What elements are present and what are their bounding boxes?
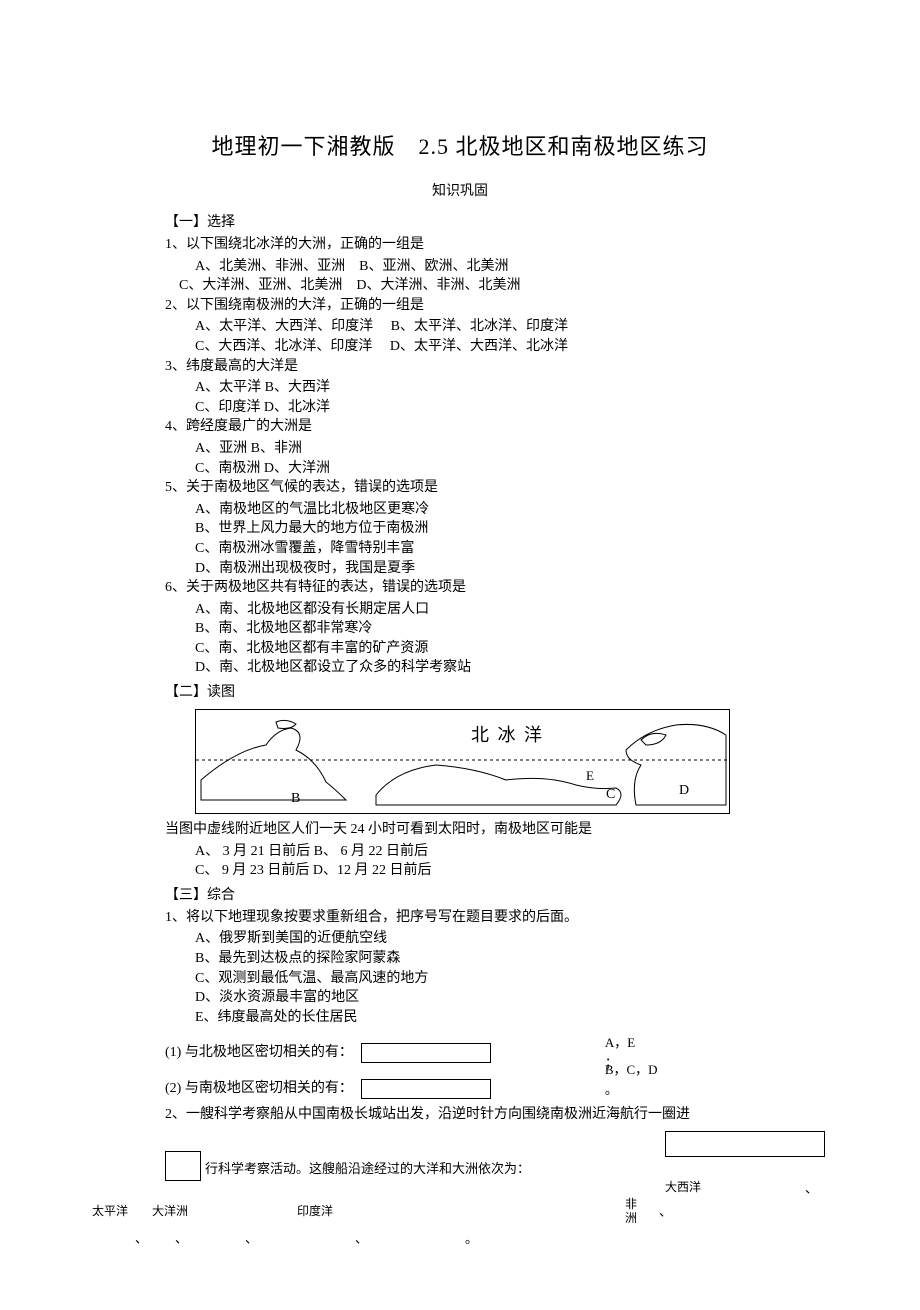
blank-box[interactable]: [165, 1151, 201, 1181]
q3-stem: 3、纬度最高的大洋是: [165, 357, 755, 377]
sep-period: 。: [605, 1082, 618, 1097]
q5-opt-b: B、世界上风力最大的地方位于南极洲: [165, 519, 755, 539]
s3q2-flow: 行科学考察活动。这艘船沿途经过的大洋和大洲依次为： 大西洋 、 太平洋 大洋洲 …: [165, 1131, 755, 1250]
map-letter-e: E: [586, 766, 596, 786]
q4-stem: 4、跨经度最广的大洲是: [165, 417, 755, 437]
punct: 、: [805, 1177, 845, 1200]
q2-opts-cd: C、大西洋、北冰洋、印度洋 D、太平洋、大西洋、北冰洋: [165, 337, 755, 357]
q6-opt-a: A、南、北极地区都没有长期定居人口: [165, 600, 755, 620]
ans-feizhou: 非洲: [625, 1198, 639, 1224]
blank-box[interactable]: [665, 1131, 825, 1157]
s3q1-opt-c: C、观测到最低气温、最高风速的地方: [165, 969, 755, 989]
punct: 。: [465, 1227, 505, 1250]
page-title: 地理初一下湘教版 2.5 北极地区和南极地区练习: [165, 130, 755, 163]
s3q1-stem: 1、将以下地理现象按要求重新组合，把序号写在题目要求的后面。: [165, 908, 755, 928]
q5-opt-c: C、南极洲冰雪覆盖，降雪特别丰富: [165, 539, 755, 559]
ans-bcd: B，C，D: [605, 1062, 658, 1077]
q6-opt-d: D、南、北极地区都设立了众多的科学考察站: [165, 658, 755, 678]
s3q1-opt-b: B、最先到达极点的探险家阿蒙森: [165, 949, 755, 969]
q2-opts-ab: A、太平洋、大西洋、印度洋 B、太平洋、北冰洋、印度洋: [165, 317, 755, 337]
q4-opts-cd: C、南极洲 D、大洋洲: [165, 459, 755, 479]
s3q1-sub2-answer: B，C，D 。: [495, 1060, 755, 1099]
s3q1-sub1-label: (1) 与北极地区密切相关的有：: [165, 1042, 357, 1063]
page-subtitle: 知识巩固: [165, 181, 755, 202]
s2-stem: 当图中虚线附近地区人们一天 24 小时可看到太阳时，南极地区可能是: [165, 820, 755, 840]
q3-opts-cd: C、印度洋 D、北冰洋: [165, 398, 755, 418]
s3q1-opt-d: D、淡水资源最丰富的地区: [165, 988, 755, 1008]
q2-stem: 2、以下围绕南极洲的大洋，正确的一组是: [165, 296, 755, 316]
s3q1-sub2-row: (2) 与南极地区密切相关的有： B，C，D 。: [165, 1078, 755, 1099]
arctic-map: 北 冰 洋 B E C D: [195, 709, 730, 814]
q5-opt-a: A、南极地区的气温比北极地区更寒冷: [165, 500, 755, 520]
punct: 、: [175, 1227, 245, 1250]
map-label-arctic: 北 冰 洋: [471, 722, 544, 749]
s3q1-opt-a: A、俄罗斯到美国的近便航空线: [165, 929, 755, 949]
section-2-head: 【二】读图: [165, 682, 755, 703]
q6-stem: 6、关于两极地区共有特征的表达，错误的选项是: [165, 578, 755, 598]
s3q1-opt-e: E、纬度最高处的长住居民: [165, 1008, 755, 1028]
q4-opts-ab: A、亚洲 B、非洲: [165, 439, 755, 459]
punct: 、: [245, 1227, 355, 1250]
punct: 、: [659, 1200, 699, 1223]
section-3-head: 【三】综合: [165, 885, 755, 906]
map-letter-c: C: [606, 784, 617, 805]
ans-dayang: 大洋洲: [135, 1201, 205, 1223]
punct: 、: [135, 1227, 175, 1250]
punct: 、: [355, 1227, 465, 1250]
s3q2-stem: 2、一艘科学考察船从中国南极长城站出发，沿逆时针方向围绕南极洲近海航行一圈进: [165, 1105, 755, 1125]
s2-opts-ab: A、 3 月 21 日前后 B、 6 月 22 日前后: [165, 842, 755, 862]
map-svg: [196, 710, 729, 813]
blank-box[interactable]: [361, 1079, 491, 1099]
q5-stem: 5、关于南极地区气候的表达，错误的选项是: [165, 478, 755, 498]
s2-opts-cd: C、 9 月 23 日前后 D、12 月 22 日前后: [165, 861, 755, 881]
map-letter-b: B: [291, 788, 302, 809]
map-letter-d: D: [679, 780, 691, 801]
q1-opts-cd: C、大洋洲、亚洲、北美洲 D、大洋洲、非洲、北美洲: [165, 276, 755, 296]
q6-opt-b: B、南、北极地区都非常寒冷: [165, 619, 755, 639]
q5-opt-d: D、南极洲出现极夜时，我国是夏季: [165, 559, 755, 579]
blank-box[interactable]: [361, 1043, 491, 1063]
section-1-head: 【一】选择: [165, 212, 755, 233]
q1-stem: 1、以下围绕北冰洋的大洲，正确的一组是: [165, 235, 755, 255]
ans-taiping: 太平洋: [85, 1201, 135, 1223]
ans-ae: A，E: [605, 1035, 635, 1050]
q1-opts-ab: A、北美洲、非洲、亚洲 B、亚洲、欧洲、北美洲: [165, 257, 755, 277]
ans-yindu: 印度洋: [205, 1201, 425, 1223]
q6-opt-c: C、南、北极地区都有丰富的矿产资源: [165, 639, 755, 659]
s3q2-cont: 行科学考察活动。这艘船沿途经过的大洋和大洲依次为：: [201, 1131, 665, 1180]
q3-opts-ab: A、太平洋 B、大西洋: [165, 378, 755, 398]
s3q1-sub2-label: (2) 与南极地区密切相关的有：: [165, 1078, 357, 1099]
ans-daxi: 大西洋: [665, 1180, 701, 1194]
